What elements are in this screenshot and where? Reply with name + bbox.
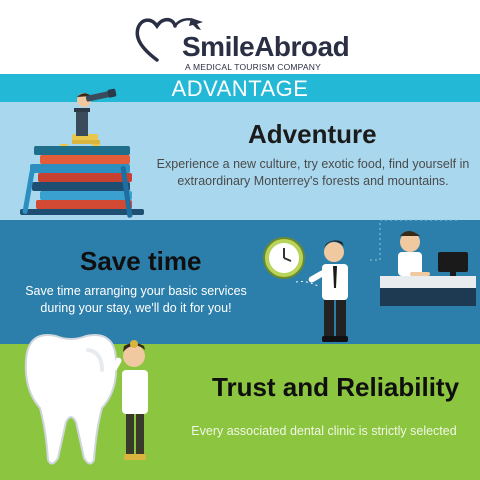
trust-band: Trust and Reliability Every associated d… [0, 334, 480, 480]
trust-title: Trust and Reliability [212, 372, 460, 402]
dentist-illustration [111, 340, 148, 460]
explorer-telescope-illustration [72, 88, 117, 144]
tooth-illustration [24, 334, 118, 465]
businessman-illustration [296, 240, 348, 342]
advantage-title: ADVANTAGE [171, 76, 309, 101]
brand-tagline: A MEDICAL TOURISM COMPANY [185, 62, 321, 72]
trust-text: Every associated dental clinic is strict… [191, 424, 457, 438]
brand-name: SmileAbroad [182, 31, 350, 62]
savetime-band: Save time Save time arranging your basic… [0, 219, 480, 344]
savetime-text: Save time arranging your basic services … [25, 284, 247, 315]
adventure-text: Experience a new culture, try exotic foo… [156, 157, 470, 188]
heart-plane-logo-icon [135, 17, 203, 62]
book-stack-illustration [20, 144, 144, 218]
office-desk-illustration [370, 219, 476, 306]
adventure-band: Adventure Experience a new culture, try … [0, 88, 480, 220]
savetime-title: Save time [80, 246, 202, 276]
clock-icon [263, 237, 305, 279]
adventure-title: Adventure [248, 119, 377, 149]
brand-logo[interactable]: SmileAbroad A MEDICAL TOURISM COMPANY [135, 14, 355, 72]
